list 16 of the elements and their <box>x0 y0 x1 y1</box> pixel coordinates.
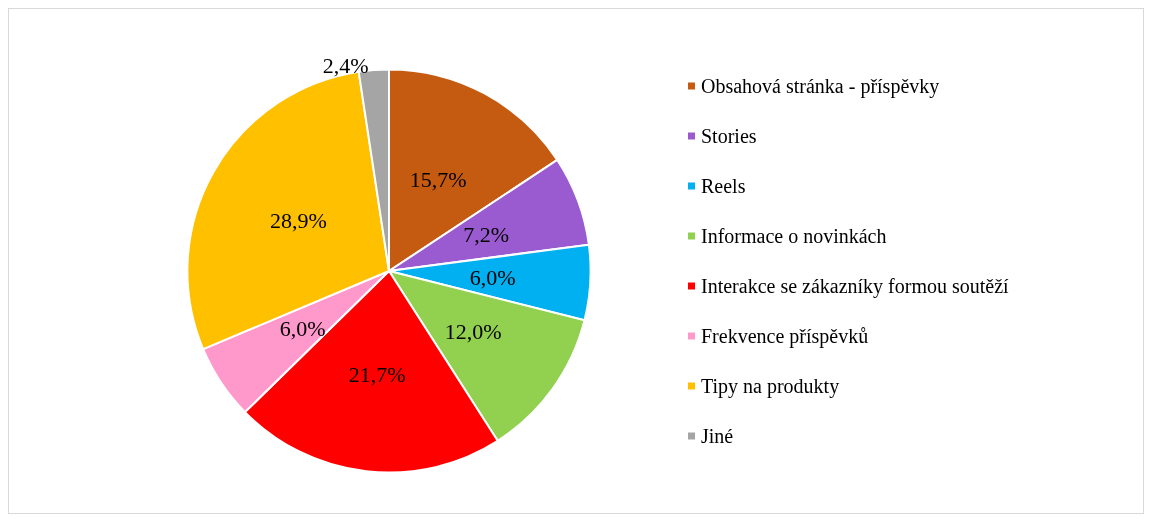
legend-label: Informace o novinkách <box>701 225 887 247</box>
legend-label: Jiné <box>701 425 734 447</box>
legend-label: Obsahová stránka - příspěvky <box>701 75 940 98</box>
legend-label: Interakce se zákazníky formou soutěží <box>701 275 1010 298</box>
data-label: 7,2% <box>463 222 510 248</box>
data-label: 12,0% <box>444 319 502 345</box>
data-label: 6,0% <box>279 315 326 341</box>
data-label: 21,7% <box>348 361 406 387</box>
legend-label: Frekvence příspěvků <box>701 325 869 348</box>
data-label: 15,7% <box>409 167 467 193</box>
data-label: 2,4% <box>322 53 369 79</box>
legend-label: Tipy na produkty <box>701 375 840 398</box>
data-label: 6,0% <box>469 264 516 290</box>
data-label: 28,9% <box>270 207 327 233</box>
legend-label: Reels <box>701 175 746 197</box>
legend-label: Stories <box>701 125 757 147</box>
